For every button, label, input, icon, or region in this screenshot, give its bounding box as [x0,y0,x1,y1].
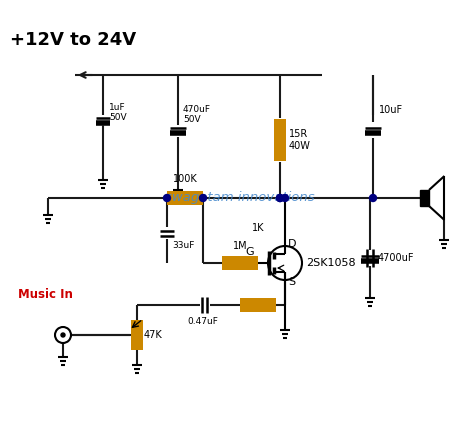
Circle shape [200,195,207,201]
Text: 47K: 47K [144,330,163,340]
Circle shape [276,195,283,201]
Bar [420,190,429,206]
Text: 470uF
50V: 470uF 50V [183,105,211,124]
Text: D: D [288,239,297,249]
Text: 4700uF: 4700uF [378,253,414,263]
Bar [274,119,286,161]
Circle shape [61,333,65,337]
Text: G: G [246,247,254,257]
Text: 100K: 100K [173,174,197,184]
Text: 2SK1058: 2SK1058 [306,258,356,268]
Text: 1K: 1K [252,223,264,233]
Bar [240,298,276,312]
Circle shape [164,195,171,201]
Bar [131,320,143,350]
Text: 33uF: 33uF [172,241,194,250]
Text: 1M: 1M [233,241,247,251]
Bar [167,191,203,205]
Text: 0.47uF: 0.47uF [188,317,219,326]
Bar [222,256,258,270]
Circle shape [282,195,289,201]
Text: 1uF
50V: 1uF 50V [109,103,127,122]
Circle shape [370,195,376,201]
Circle shape [276,195,283,201]
Text: 15R
40W: 15R 40W [289,129,311,151]
Text: Music In: Music In [18,289,73,301]
Text: S: S [288,277,295,287]
Text: +12V to 24V: +12V to 24V [10,31,136,49]
Text: swagatam innovations: swagatam innovations [165,192,315,205]
Text: 10uF: 10uF [379,105,403,115]
